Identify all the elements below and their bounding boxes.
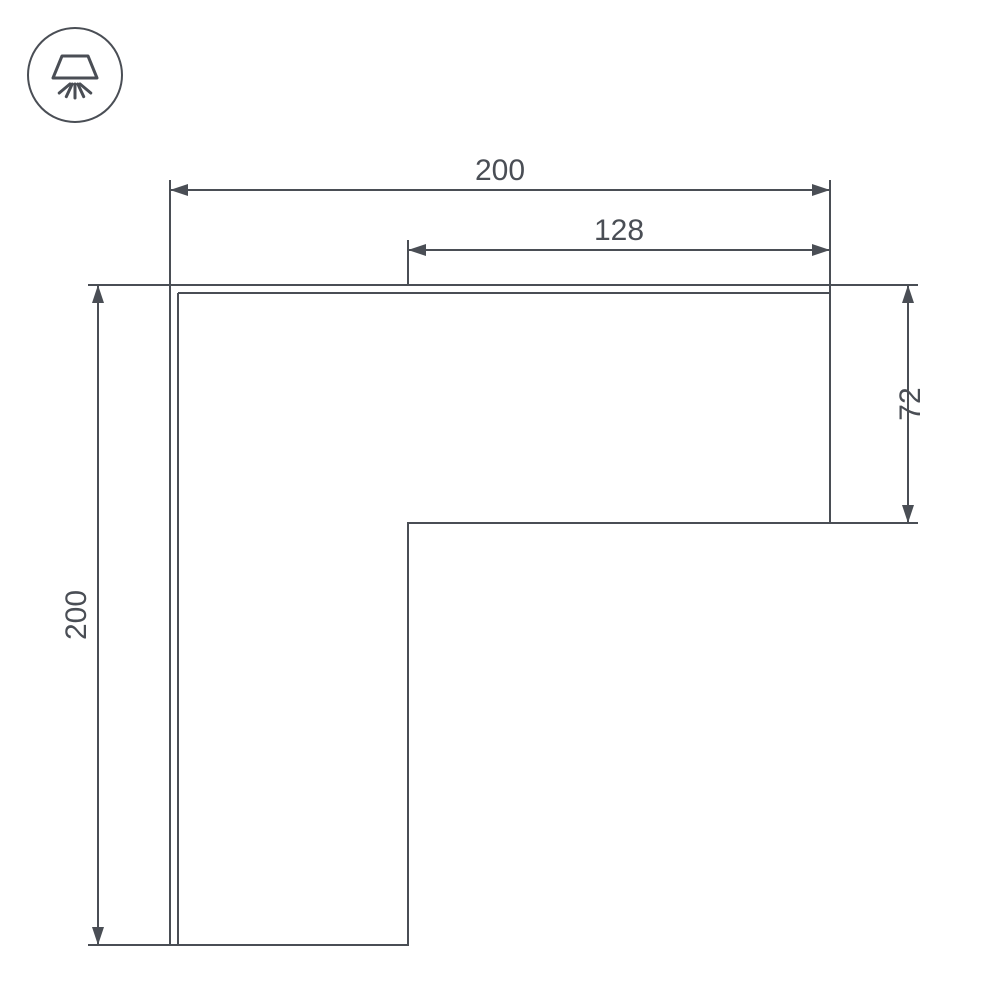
dim-right-72: 72 [830, 285, 927, 523]
dim-top-200: 200 [170, 154, 830, 285]
svg-text:200: 200 [60, 590, 93, 640]
svg-text:200: 200 [475, 154, 525, 187]
svg-text:72: 72 [894, 387, 927, 420]
svg-text:128: 128 [594, 214, 644, 247]
downlight-icon [28, 28, 122, 122]
dim-left-200: 200 [60, 285, 170, 945]
dim-top-128: 128 [408, 214, 830, 285]
technical-drawing: 200 128 200 72 [0, 0, 1000, 999]
l-shape-profile [170, 285, 830, 945]
